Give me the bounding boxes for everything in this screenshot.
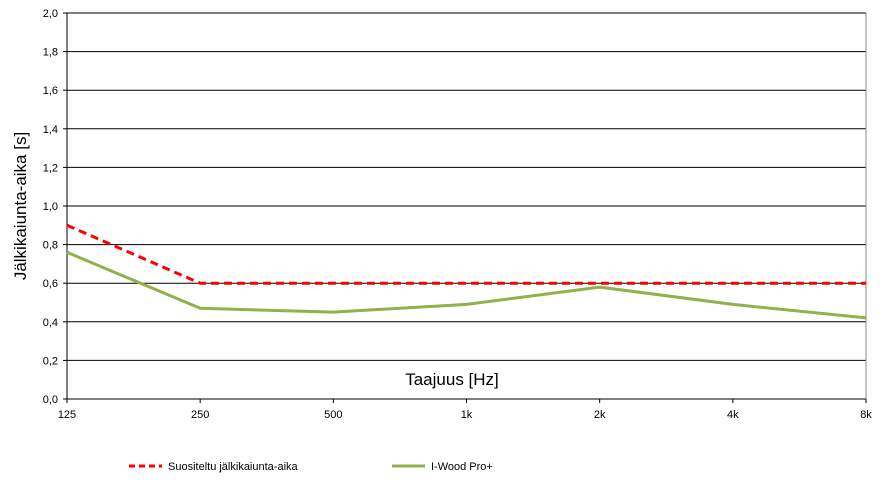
y-tick-label: 0,0 [43,394,58,406]
y-tick-label: 1,8 [43,47,58,59]
x-tick-label: 1k [461,409,473,421]
y-tick-label: 2,0 [43,8,58,20]
x-tick-label: 125 [58,409,76,421]
x-tick-label: 8k [860,409,872,421]
legend-label-1: Suositeltu jälkikaiunta-aika [168,461,299,473]
series-line-2 [66,250,867,320]
y-tick-label: 1,0 [43,201,58,213]
series-lines [66,223,867,320]
legend-label-2: I-Wood Pro+ [431,461,493,473]
x-axis-ticks: 125 250 500 1k 2k 4k 8k [58,399,872,421]
x-axis-label: Taajuus [Hz] [405,370,499,389]
y-tick-label: 1,4 [43,124,58,136]
y-tick-label: 0,4 [43,317,58,329]
grid-lines [66,12,867,400]
y-tick-label: 0,8 [43,240,58,252]
y-axis-label: Jälkikaiunta-aika [s] [11,132,30,280]
y-tick-label: 1,2 [43,162,58,174]
x-tick-label: 500 [324,409,342,421]
x-tick-label: 2k [594,409,606,421]
y-tick-label: 0,2 [43,355,58,367]
y-tick-label: 1,6 [43,85,58,97]
y-axis-ticks: 0,0 0,2 0,4 0,6 0,8 1,0 1,2 1,4 1,6 1,8 2,0 [43,8,67,406]
x-tick-label: 4k [727,409,739,421]
series-line-1 [66,223,866,285]
x-tick-label: 250 [191,409,209,421]
legend: Suositeltu jälkikaiunta-aika I-Wood Pro+ [129,461,493,473]
y-tick-label: 0,6 [43,278,58,290]
